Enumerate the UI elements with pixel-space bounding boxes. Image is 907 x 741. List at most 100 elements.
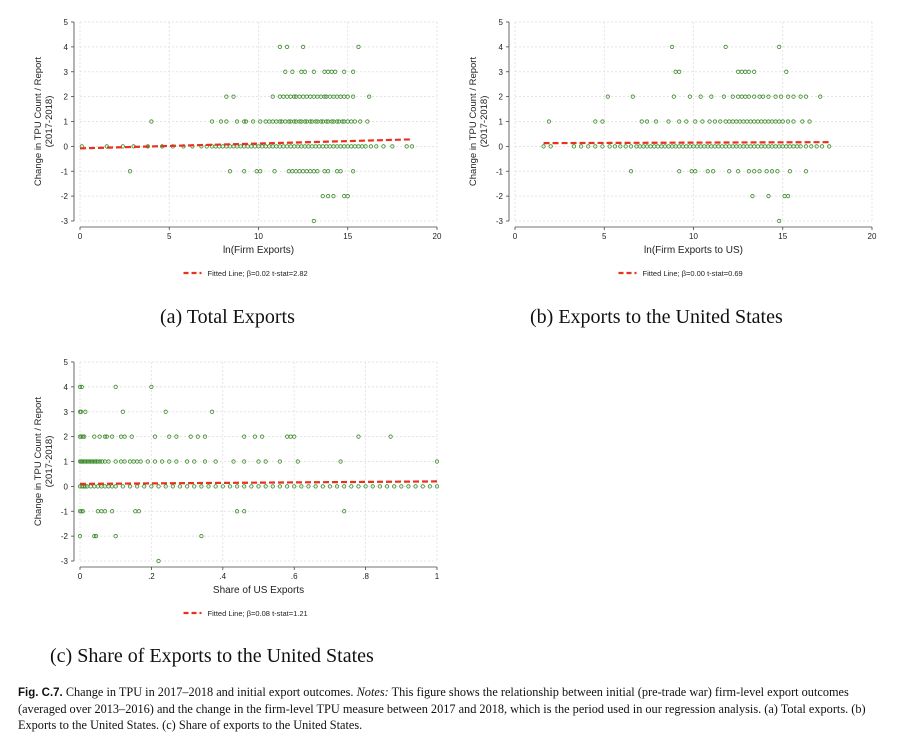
scatter-point — [766, 94, 771, 99]
scatter-point — [718, 119, 723, 124]
scatter-point — [406, 484, 411, 489]
scatter-point — [639, 119, 644, 124]
scatter-point — [79, 384, 84, 389]
scatter-point — [803, 94, 809, 99]
scatter-point — [258, 119, 263, 124]
scatter-point — [202, 459, 208, 464]
scatter-point — [677, 69, 682, 74]
scatter-point — [786, 194, 791, 199]
scatter-point — [349, 484, 354, 489]
scatter-point — [242, 459, 247, 464]
scatter-point — [302, 69, 308, 74]
scatter-point — [368, 144, 374, 149]
scatter-point — [256, 484, 261, 489]
scatter-point — [593, 119, 598, 124]
fitted-line — [543, 141, 830, 145]
scatter-point — [242, 509, 247, 514]
x-axis-title: Share of US Exports — [213, 585, 304, 596]
scatter-point — [292, 484, 297, 489]
x-tick-label: .2 — [148, 572, 155, 581]
scatter-point — [213, 459, 218, 464]
y-tick-label: 1 — [64, 118, 69, 127]
y-axis-title-line1: Change in TPU Count / Report — [33, 57, 44, 187]
scatter-point — [666, 119, 671, 124]
scatter-point — [295, 459, 300, 464]
scatter-point — [82, 459, 88, 464]
scatter-point — [351, 169, 356, 174]
scatter-point — [277, 119, 283, 124]
y-tick-label: 2 — [64, 433, 69, 442]
legend-label: Fitted Line; β=0.02 t-stat=2.82 — [208, 269, 308, 278]
scatter-point — [77, 384, 83, 389]
scatter-point — [256, 459, 261, 464]
x-tick-label: .8 — [362, 572, 369, 581]
scatter-point — [630, 94, 635, 99]
scatter-point — [209, 119, 215, 124]
scatter-point — [242, 434, 247, 439]
scatter-point — [102, 509, 108, 514]
scatter-point — [263, 459, 268, 464]
y-tick-label: 4 — [64, 43, 69, 52]
scatter-point — [693, 119, 698, 124]
scatter-point — [311, 218, 316, 224]
y-tick-label: -2 — [61, 532, 69, 541]
scatter-point — [819, 144, 825, 149]
y-tick-label: 2 — [64, 93, 69, 102]
y-tick-label: 5 — [64, 18, 69, 27]
x-tick-label: .4 — [219, 572, 226, 581]
scatter-point — [370, 484, 375, 489]
y-axis-title-line2: (2017-2018) — [44, 96, 55, 148]
scatter-point — [242, 169, 247, 174]
scatter-point — [677, 169, 682, 174]
scatter-point — [167, 459, 172, 464]
scatter-point — [327, 484, 332, 489]
scatter-point — [188, 434, 193, 439]
scatter-point — [104, 144, 109, 149]
x-axis-title: ln(Firm Exports) — [223, 245, 294, 256]
x-axis-title: ln(Firm Exports to US) — [644, 245, 743, 256]
y-tick-label: 0 — [64, 142, 69, 151]
scatter-point — [320, 484, 325, 489]
scatter-point — [292, 94, 297, 99]
x-tick-label: 15 — [343, 232, 352, 241]
x-tick-label: 0 — [78, 232, 83, 241]
scatter-point — [684, 119, 689, 124]
scatter-point — [88, 459, 93, 464]
y-tick-label: -1 — [496, 167, 504, 176]
scatter-point — [340, 119, 345, 124]
scatter-point — [90, 459, 95, 464]
scatter-point — [365, 119, 370, 124]
scatter-point — [333, 69, 338, 74]
scatter-point — [786, 94, 791, 99]
scatter-point — [798, 144, 803, 149]
scatter-point — [541, 144, 546, 149]
scatter-point — [79, 434, 84, 439]
scatter-point — [818, 94, 823, 99]
scatter-point — [352, 119, 357, 124]
scatter-point — [329, 119, 334, 124]
scatter-point — [769, 169, 775, 174]
y-tick-label: 3 — [64, 408, 69, 417]
x-tick-label: 1 — [435, 572, 440, 581]
scatter-point — [331, 194, 336, 199]
scatter-point — [334, 484, 340, 489]
scatter-point — [628, 144, 634, 149]
scatter-point — [192, 484, 197, 489]
scatter-point — [388, 434, 393, 439]
scatter-point — [324, 119, 329, 124]
scatter-point — [351, 69, 356, 74]
scatter-point — [669, 44, 675, 49]
scatter-point — [292, 119, 297, 124]
scatter-point — [709, 94, 714, 99]
scatter-point — [145, 459, 150, 464]
scatter-point — [106, 459, 111, 464]
scatter-point — [778, 94, 784, 99]
scatter-point — [185, 459, 190, 464]
scatter-point — [92, 534, 97, 539]
scatter-point — [299, 484, 304, 489]
scatter-point — [338, 459, 343, 464]
scatter-point — [593, 144, 598, 149]
y-tick-label: 3 — [64, 68, 69, 77]
figure-notes-label: Notes: — [356, 685, 389, 699]
scatter-point — [301, 44, 306, 49]
